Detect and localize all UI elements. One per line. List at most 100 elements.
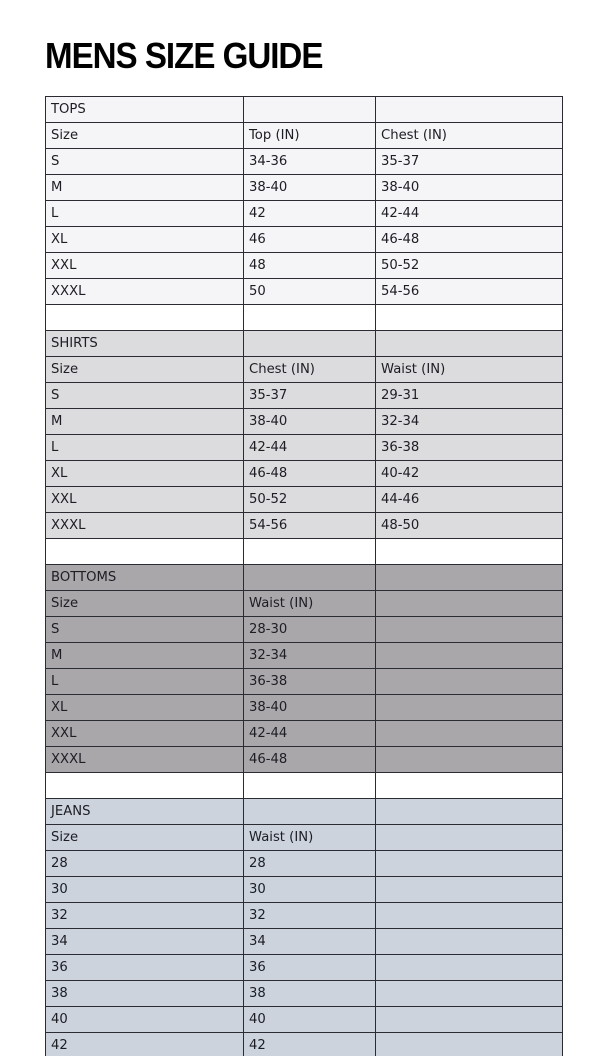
section-header-tops-col-3: Chest (IN) <box>375 122 563 149</box>
cell-shirts-3-col-1: XL <box>45 460 244 487</box>
table-row: 34 34 <box>45 928 563 955</box>
cell-bottoms-4-col-1: XXL <box>45 720 244 747</box>
cell-bottoms-3-col-2: 38-40 <box>243 694 376 721</box>
cell-bottoms-2-col-1: L <box>45 668 244 695</box>
table-row: L 42 42-44 <box>45 200 563 227</box>
section-header-shirts-col-3: Waist (IN) <box>375 356 563 383</box>
table-row: 38 38 <box>45 980 563 1007</box>
table-row: S 28-30 <box>45 616 563 643</box>
cell-tops-4-col-3: 50-52 <box>375 252 563 279</box>
section-spacer-cell <box>243 772 376 799</box>
table-row: 28 28 <box>45 850 563 877</box>
cell-jeans-3-col-1: 34 <box>45 928 244 955</box>
cell-jeans-1-col-3 <box>375 876 563 903</box>
section-header-row-tops: Size Top (IN) Chest (IN) <box>45 122 563 149</box>
table-row: XXL 50-52 44-46 <box>45 486 563 513</box>
section-header-bottoms-col-3 <box>375 590 563 617</box>
cell-jeans-6-col-3 <box>375 1006 563 1033</box>
cell-jeans-7-col-3 <box>375 1032 563 1056</box>
section-title-shirts-col-3 <box>375 330 563 357</box>
section-title-row-shirts: SHIRTS <box>45 330 563 357</box>
section-header-jeans-col-3 <box>375 824 563 851</box>
cell-tops-3-col-2: 46 <box>243 226 376 253</box>
cell-shirts-5-col-3: 48-50 <box>375 512 563 539</box>
cell-shirts-4-col-2: 50-52 <box>243 486 376 513</box>
table-row: XXXL 54-56 48-50 <box>45 512 563 539</box>
cell-shirts-2-col-3: 36-38 <box>375 434 563 461</box>
cell-shirts-2-col-2: 42-44 <box>243 434 376 461</box>
cell-bottoms-2-col-3 <box>375 668 563 695</box>
cell-jeans-4-col-1: 36 <box>45 954 244 981</box>
section-title-tops-col-1: TOPS <box>45 96 244 123</box>
page-title: MENS SIZE GUIDE <box>45 35 323 76</box>
section-title-row-tops: TOPS <box>45 96 563 123</box>
table-row: L 42-44 36-38 <box>45 434 563 461</box>
cell-shirts-1-col-3: 32-34 <box>375 408 563 435</box>
cell-jeans-2-col-2: 32 <box>243 902 376 929</box>
section-title-jeans-col-1: JEANS <box>45 798 244 825</box>
cell-tops-3-col-1: XL <box>45 226 244 253</box>
cell-shirts-5-col-2: 54-56 <box>243 512 376 539</box>
table-row: 36 36 <box>45 954 563 981</box>
section-header-bottoms-col-1: Size <box>45 590 244 617</box>
section-spacer-row-1 <box>45 538 563 565</box>
cell-tops-1-col-3: 38-40 <box>375 174 563 201</box>
cell-tops-0-col-2: 34-36 <box>243 148 376 175</box>
section-title-row-bottoms: BOTTOMS <box>45 564 563 591</box>
cell-jeans-7-col-1: 42 <box>45 1032 244 1056</box>
cell-bottoms-3-col-1: XL <box>45 694 244 721</box>
cell-shirts-5-col-1: XXXL <box>45 512 244 539</box>
table-row: M 38-40 38-40 <box>45 174 563 201</box>
section-title-bottoms-col-1: BOTTOMS <box>45 564 244 591</box>
table-row: S 35-37 29-31 <box>45 382 563 409</box>
cell-shirts-0-col-1: S <box>45 382 244 409</box>
cell-shirts-1-col-1: M <box>45 408 244 435</box>
cell-bottoms-0-col-2: 28-30 <box>243 616 376 643</box>
table-row: XL 46-48 40-42 <box>45 460 563 487</box>
cell-bottoms-1-col-1: M <box>45 642 244 669</box>
section-spacer-cell <box>243 538 376 565</box>
table-row: XXL 42-44 <box>45 720 563 747</box>
cell-jeans-6-col-2: 40 <box>243 1006 376 1033</box>
cell-shirts-0-col-2: 35-37 <box>243 382 376 409</box>
section-spacer-row-0 <box>45 304 563 331</box>
section-header-jeans-col-2: Waist (IN) <box>243 824 376 851</box>
cell-shirts-4-col-3: 44-46 <box>375 486 563 513</box>
cell-shirts-4-col-1: XXL <box>45 486 244 513</box>
table-row: XL 38-40 <box>45 694 563 721</box>
section-header-row-jeans: Size Waist (IN) <box>45 824 563 851</box>
table-row: 40 40 <box>45 1006 563 1033</box>
cell-shirts-0-col-3: 29-31 <box>375 382 563 409</box>
cell-jeans-3-col-3 <box>375 928 563 955</box>
size-guide-table: TOPS Size Top (IN) Chest (IN) S 34-36 35-37 M 38… <box>45 96 563 1056</box>
cell-jeans-0-col-1: 28 <box>45 850 244 877</box>
section-header-shirts-col-2: Chest (IN) <box>243 356 376 383</box>
cell-tops-2-col-1: L <box>45 200 244 227</box>
cell-jeans-5-col-3 <box>375 980 563 1007</box>
size-guide-table-body: TOPS Size Top (IN) Chest (IN) S 34-36 35-37 M 38… <box>45 96 563 1056</box>
section-title-tops-col-3 <box>375 96 563 123</box>
section-header-jeans-col-1: Size <box>45 824 244 851</box>
cell-jeans-6-col-1: 40 <box>45 1006 244 1033</box>
table-row: M 38-40 32-34 <box>45 408 563 435</box>
table-row: 32 32 <box>45 902 563 929</box>
cell-jeans-1-col-2: 30 <box>243 876 376 903</box>
cell-tops-3-col-3: 46-48 <box>375 226 563 253</box>
cell-jeans-4-col-3 <box>375 954 563 981</box>
cell-jeans-0-col-2: 28 <box>243 850 376 877</box>
cell-jeans-5-col-2: 38 <box>243 980 376 1007</box>
cell-shirts-2-col-1: L <box>45 434 244 461</box>
cell-bottoms-5-col-1: XXXL <box>45 746 244 773</box>
size-guide-table-container: TOPS Size Top (IN) Chest (IN) S 34-36 35-37 M 38… <box>45 96 563 1056</box>
cell-jeans-3-col-2: 34 <box>243 928 376 955</box>
cell-shirts-1-col-2: 38-40 <box>243 408 376 435</box>
cell-shirts-3-col-2: 46-48 <box>243 460 376 487</box>
cell-bottoms-0-col-3 <box>375 616 563 643</box>
cell-tops-2-col-2: 42 <box>243 200 376 227</box>
cell-bottoms-3-col-3 <box>375 694 563 721</box>
cell-bottoms-4-col-3 <box>375 720 563 747</box>
cell-tops-0-col-3: 35-37 <box>375 148 563 175</box>
section-header-row-bottoms: Size Waist (IN) <box>45 590 563 617</box>
cell-tops-4-col-1: XXL <box>45 252 244 279</box>
